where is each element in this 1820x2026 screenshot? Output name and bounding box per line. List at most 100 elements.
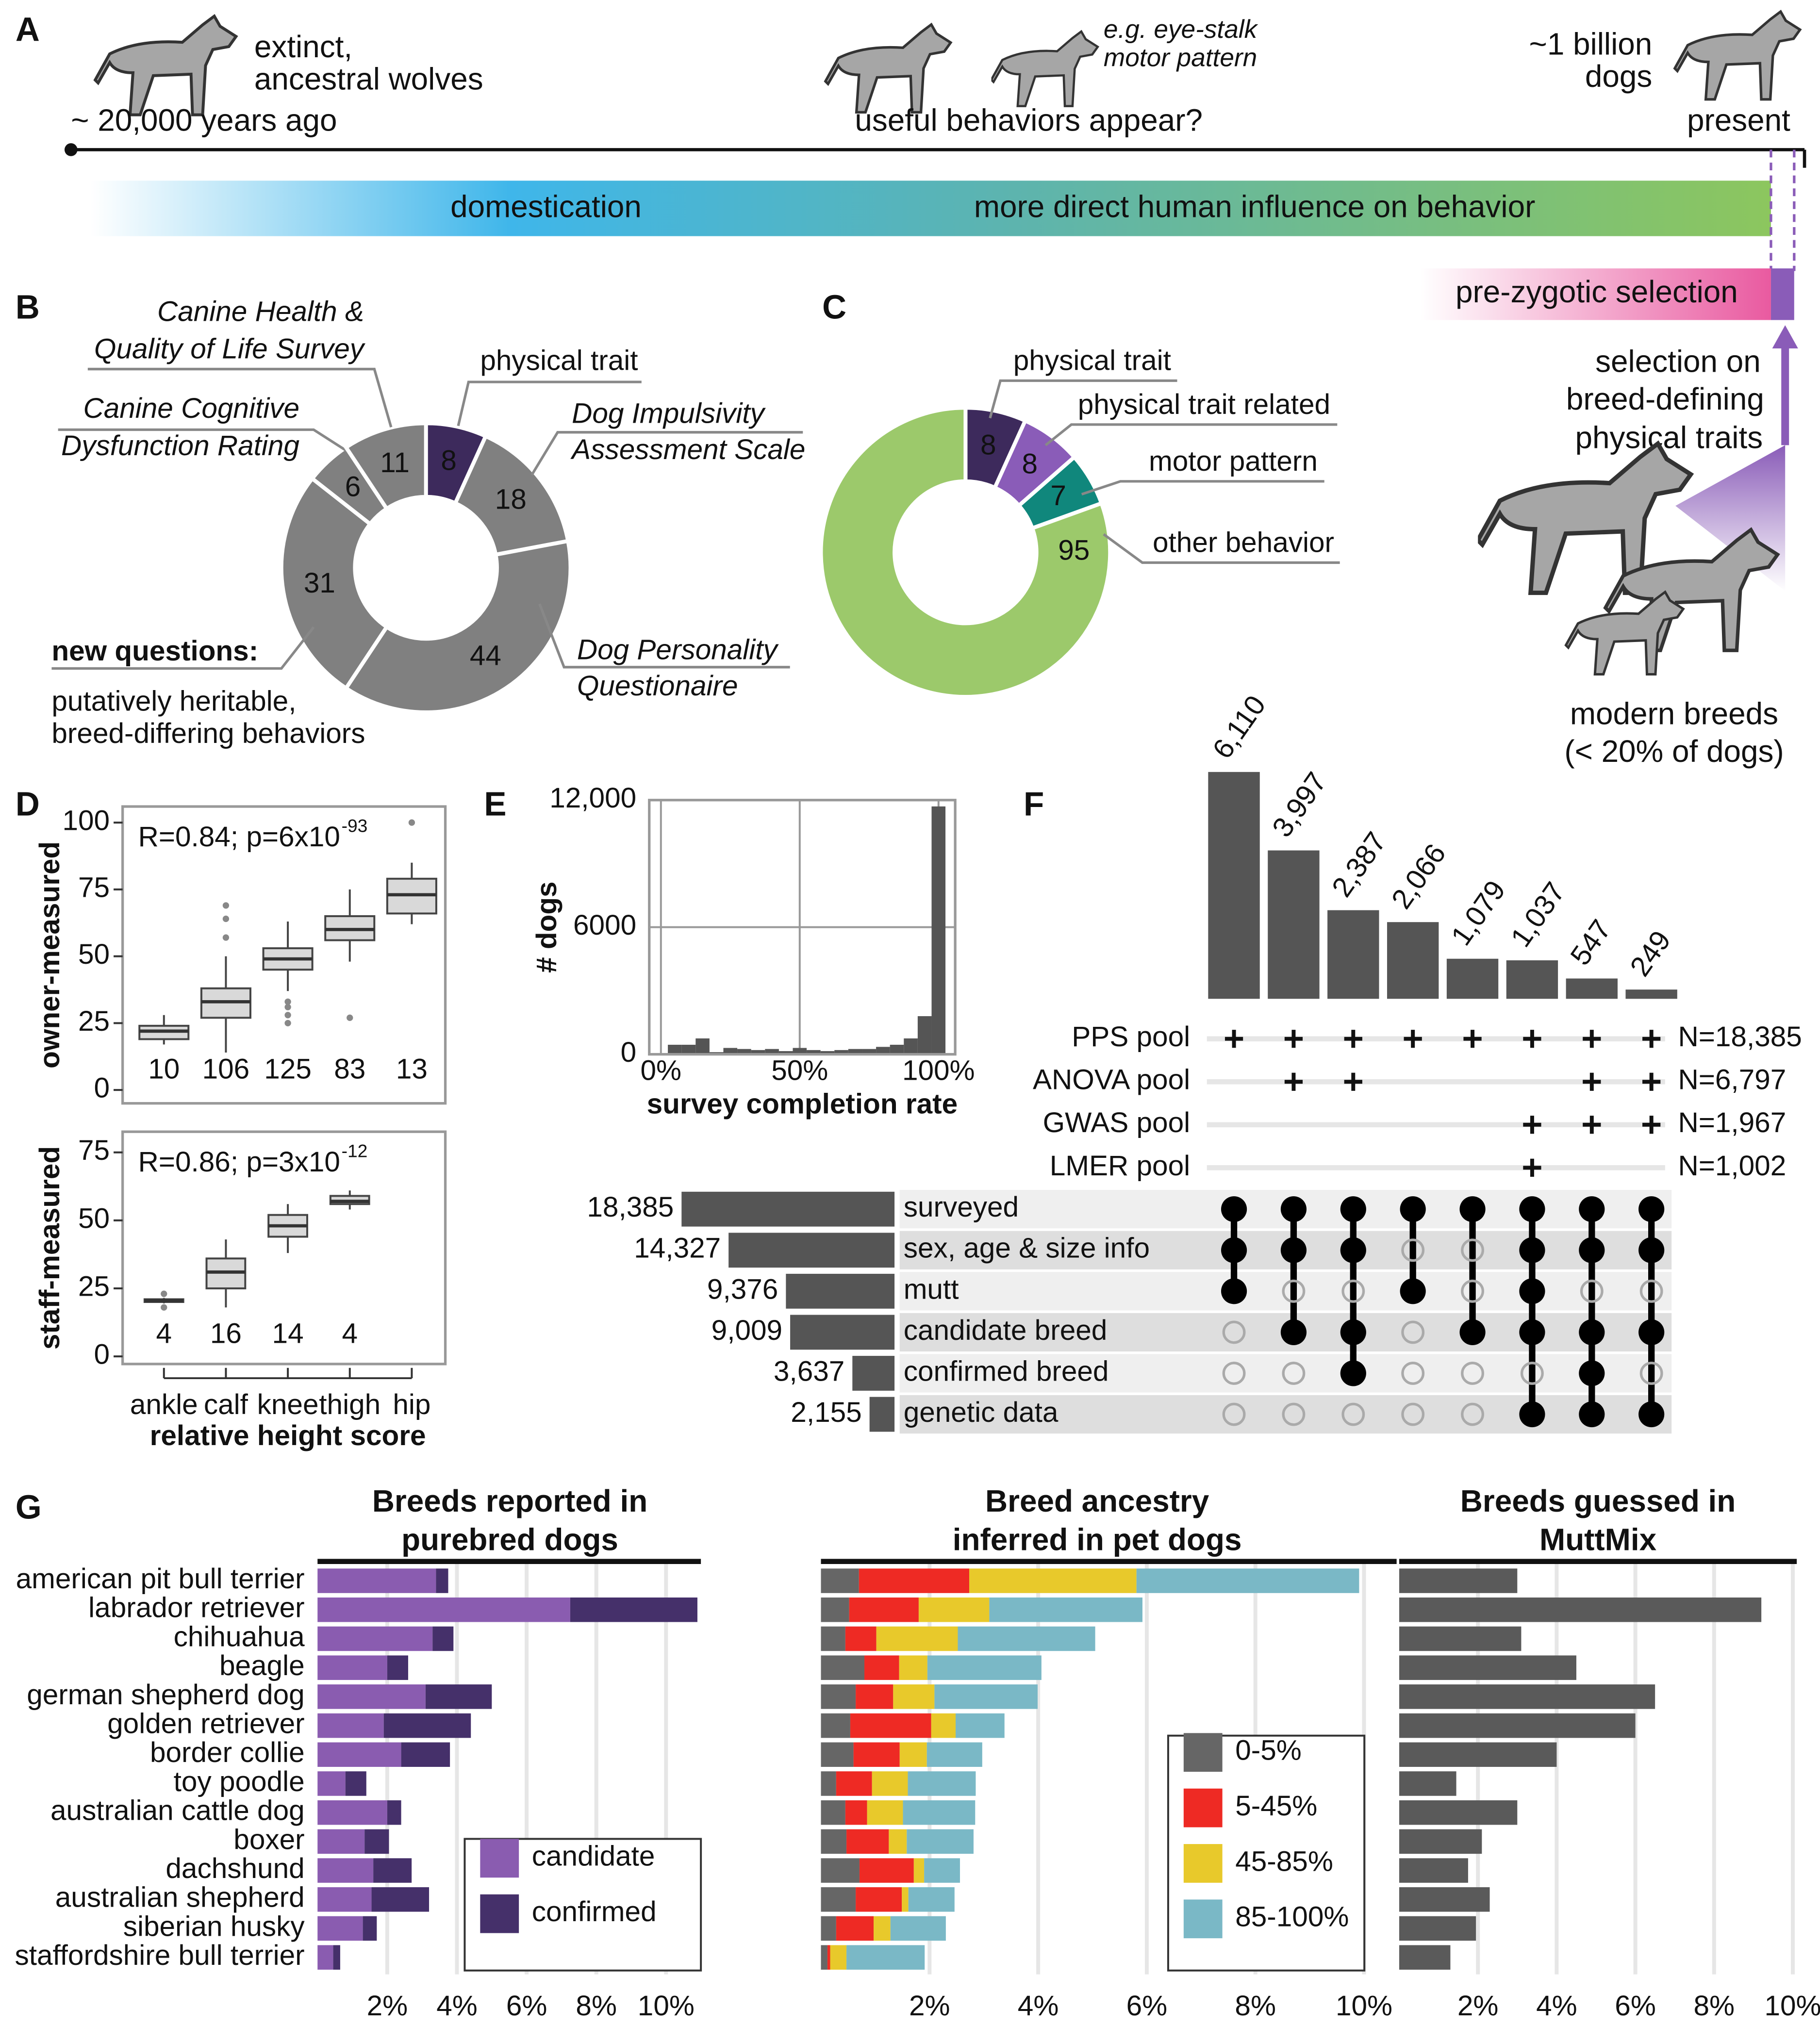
member-dot — [1459, 1319, 1486, 1345]
member-dot — [1221, 1278, 1247, 1304]
bar-segment — [856, 1887, 902, 1912]
legend-label: 0-5% — [1235, 1735, 1302, 1766]
arrow-head — [1772, 325, 1798, 348]
annotation: e.g. eye-stalk — [1104, 15, 1258, 44]
member-dot — [1579, 1360, 1605, 1386]
chart-title: Breeds reported in — [372, 1483, 647, 1518]
bar-value-label: 6,110 — [1207, 690, 1272, 765]
plus-sign — [1523, 1116, 1541, 1134]
leader-line — [1044, 423, 1338, 446]
bar-segment — [989, 1598, 1142, 1622]
slice-label: Questionaire — [577, 670, 738, 702]
annotation: ~1 billion — [1529, 27, 1653, 62]
empty-dot — [1401, 1362, 1425, 1385]
bar-segment — [1399, 1858, 1468, 1883]
x-tick-label: calf — [204, 1389, 248, 1420]
slice-label: Canine Health & — [157, 296, 364, 328]
bar-segment — [821, 1568, 859, 1593]
legend-swatch — [1183, 1844, 1223, 1883]
category-label: staffordshire bull terrier — [15, 1940, 304, 1971]
bar-segment — [821, 1655, 865, 1680]
chart-title: Breeds guessed in — [1460, 1483, 1736, 1518]
member-dot — [1638, 1237, 1665, 1263]
x-tick-label: 10% — [1764, 1990, 1820, 2022]
bar-segment — [849, 1598, 919, 1622]
slice-label: breed-differing behaviors — [51, 718, 365, 749]
bar-segment — [821, 1858, 860, 1883]
count-label: 106 — [202, 1054, 250, 1085]
annotation: ancestral wolves — [254, 61, 483, 96]
bar-segment — [850, 1713, 931, 1738]
bar-segment — [821, 1684, 856, 1709]
x-tick-label: 2% — [367, 1990, 408, 2022]
empty-dot — [1580, 1279, 1604, 1303]
set-size-label: 14,327 — [634, 1233, 721, 1264]
pool-name: LMER pool — [1050, 1150, 1190, 1182]
timeline-label: ~ 20,000 years ago — [71, 102, 337, 137]
plot-frame — [648, 799, 957, 1056]
empty-dot — [1341, 1402, 1365, 1426]
bar-segment — [846, 1829, 889, 1854]
bar-segment — [345, 1771, 366, 1796]
bar-segment — [570, 1598, 697, 1622]
histogram-bar — [668, 1044, 682, 1054]
histogram-bar — [904, 1038, 918, 1054]
slice-value: 18 — [495, 483, 527, 515]
bar-segment — [317, 1684, 426, 1709]
bar-segment — [958, 1626, 1095, 1651]
category-label: australian cattle dog — [50, 1795, 305, 1827]
bar-value-label: 2,387 — [1326, 826, 1392, 903]
outlier — [222, 915, 230, 922]
intersection-bar — [1387, 922, 1439, 999]
domestication-bar — [90, 181, 1771, 236]
bar-segment — [1399, 1945, 1451, 1970]
x-tick-label: 0% — [641, 1054, 682, 1086]
bar-segment — [821, 1829, 847, 1854]
y-tick-label: 75 — [78, 872, 110, 903]
timeline-panel: extinct, ancestral wolves e.g. eye-stalk… — [64, 12, 1806, 769]
annotation-exponent: -93 — [342, 815, 368, 836]
bar-segment — [867, 1800, 903, 1825]
bar-segment — [864, 1655, 899, 1680]
x-tick-label: 4% — [1536, 1990, 1577, 2022]
category-label: chihuahua — [174, 1621, 305, 1652]
x-axis-label: survey completion rate — [647, 1088, 958, 1120]
x-tick-label: 50% — [771, 1054, 828, 1086]
annotation: modern breeds — [1570, 696, 1778, 731]
intersection-bar — [1446, 958, 1499, 999]
member-dot — [1519, 1237, 1545, 1263]
category-label: dachshund — [165, 1853, 304, 1884]
member-dot — [1638, 1319, 1665, 1345]
histogram-bar — [807, 1050, 821, 1054]
plus-sign — [1523, 1158, 1541, 1177]
bar-segment — [333, 1945, 340, 1970]
plus-sign — [1642, 1030, 1661, 1048]
x-tick-label: 2% — [1457, 1990, 1499, 2022]
annotation-exponent: -12 — [342, 1141, 368, 1161]
bar-segment — [317, 1771, 346, 1796]
x-tick-label: 6% — [1126, 1990, 1168, 2022]
legend-swatch — [1183, 1899, 1223, 1939]
slice-value: 11 — [380, 447, 410, 478]
bar-segment — [836, 1771, 872, 1796]
outlier — [284, 1004, 291, 1010]
bar-value-label: 1,037 — [1505, 876, 1571, 953]
pool-name: GWAS pool — [1043, 1107, 1190, 1138]
empty-dot — [1461, 1279, 1484, 1303]
panel-label: C — [822, 288, 846, 326]
bar-segment — [1399, 1684, 1655, 1709]
bar-segment — [934, 1684, 1038, 1709]
empty-dot — [1401, 1320, 1425, 1344]
slice-value: 44 — [470, 640, 501, 672]
bar-segment — [317, 1945, 333, 1970]
set-size-label: 9,009 — [711, 1315, 782, 1346]
panel-label: G — [16, 1488, 42, 1526]
y-axis-label: owner-measured — [34, 841, 66, 1069]
set-name: surveyed — [904, 1191, 1019, 1223]
selection-bar — [1770, 268, 1794, 320]
bar-segment — [1399, 1800, 1518, 1825]
annotation: extinct, — [254, 29, 352, 64]
donut-slice — [452, 433, 571, 557]
annotation: motor pattern — [1104, 43, 1257, 72]
chart-title: Breed ancestry — [985, 1483, 1209, 1518]
